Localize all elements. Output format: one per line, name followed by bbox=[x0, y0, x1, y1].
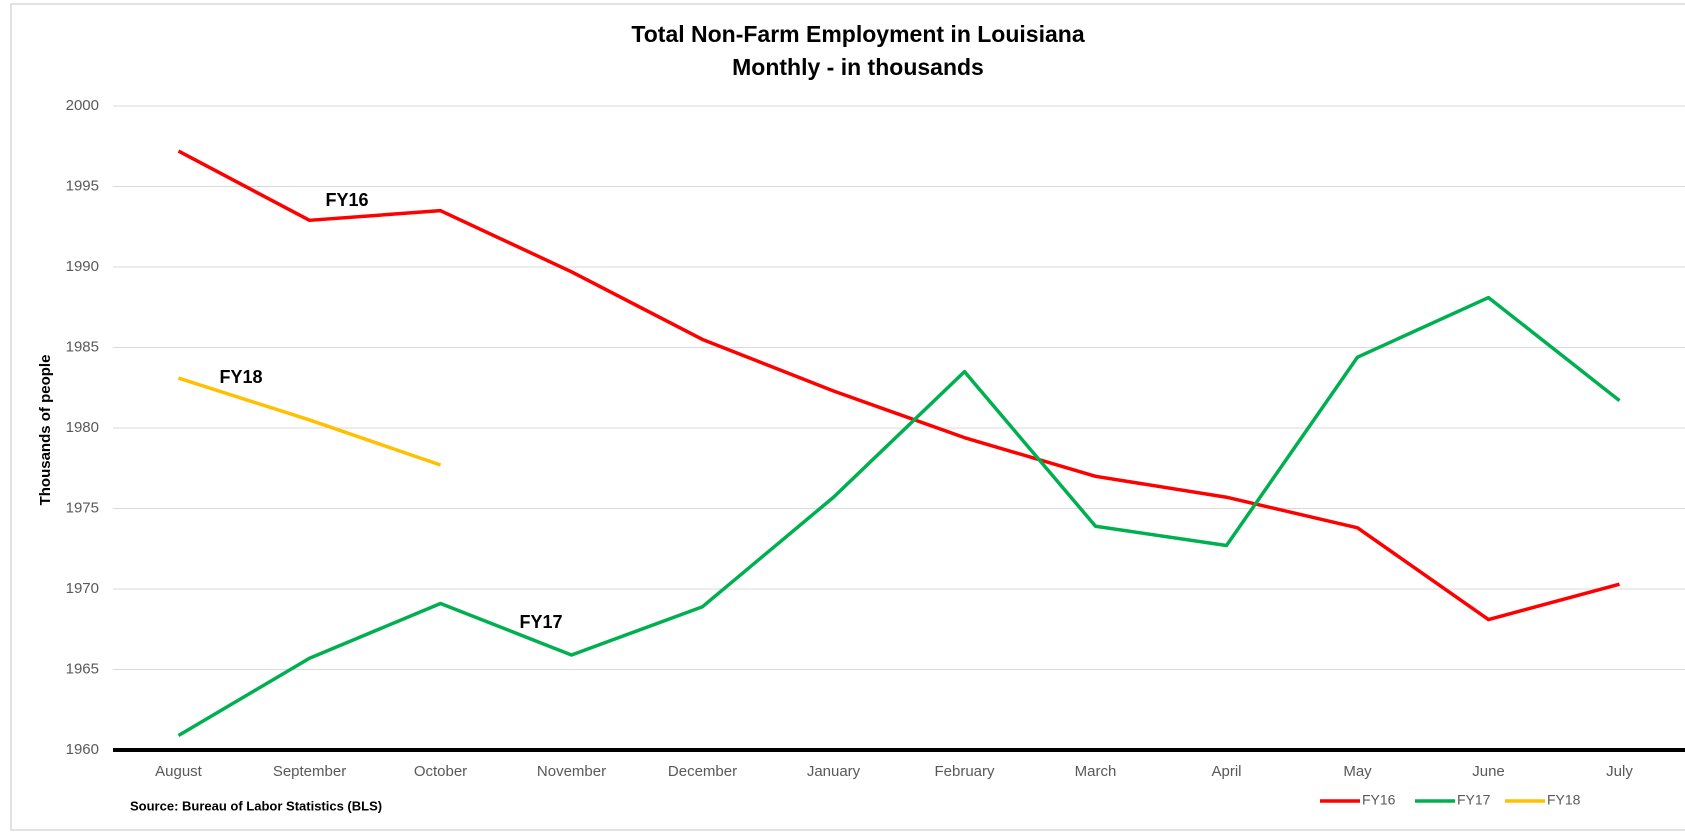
x-tick-label: September bbox=[273, 763, 346, 780]
series-annotation: FY18 bbox=[219, 367, 262, 387]
x-tick-label: August bbox=[155, 763, 203, 780]
series-line bbox=[177, 376, 442, 467]
series-line bbox=[177, 295, 1621, 738]
x-tick-label: February bbox=[934, 763, 995, 780]
x-tick-label: June bbox=[1472, 763, 1505, 780]
x-tick-label: July bbox=[1606, 763, 1633, 780]
series-annotation: FY17 bbox=[519, 612, 562, 632]
x-tick-label: November bbox=[537, 763, 606, 780]
y-tick-label: 1990 bbox=[66, 258, 99, 275]
x-tick-label: March bbox=[1075, 763, 1117, 780]
x-tick-label: April bbox=[1211, 763, 1241, 780]
x-tick-label: October bbox=[414, 763, 467, 780]
y-tick-label: 1985 bbox=[66, 338, 99, 355]
chart-title: Total Non-Farm Employment in Louisiana bbox=[631, 21, 1084, 47]
x-tick-label: May bbox=[1343, 763, 1372, 780]
series-annotation: FY16 bbox=[325, 190, 368, 210]
y-tick-label: 1975 bbox=[66, 499, 99, 516]
legend-label: FY17 bbox=[1457, 792, 1491, 808]
y-tick-label: 1960 bbox=[66, 741, 99, 758]
x-tick-label: December bbox=[668, 763, 737, 780]
y-tick-label: 1980 bbox=[66, 419, 99, 436]
y-tick-label: 2000 bbox=[66, 97, 99, 114]
x-tick-label: January bbox=[807, 763, 861, 780]
y-tick-label: 1965 bbox=[66, 660, 99, 677]
y-tick-label: 1970 bbox=[66, 580, 99, 597]
y-axis-label: Thousands of people bbox=[37, 355, 54, 506]
chart-subtitle: Monthly - in thousands bbox=[732, 54, 984, 80]
y-tick-label: 1995 bbox=[66, 177, 99, 194]
chart-border bbox=[10, 3, 1685, 831]
series-line bbox=[177, 149, 1620, 622]
source-note: Source: Bureau of Labor Statistics (BLS) bbox=[130, 798, 382, 813]
legend-label: FY18 bbox=[1547, 792, 1581, 808]
legend-label: FY16 bbox=[1362, 792, 1396, 808]
